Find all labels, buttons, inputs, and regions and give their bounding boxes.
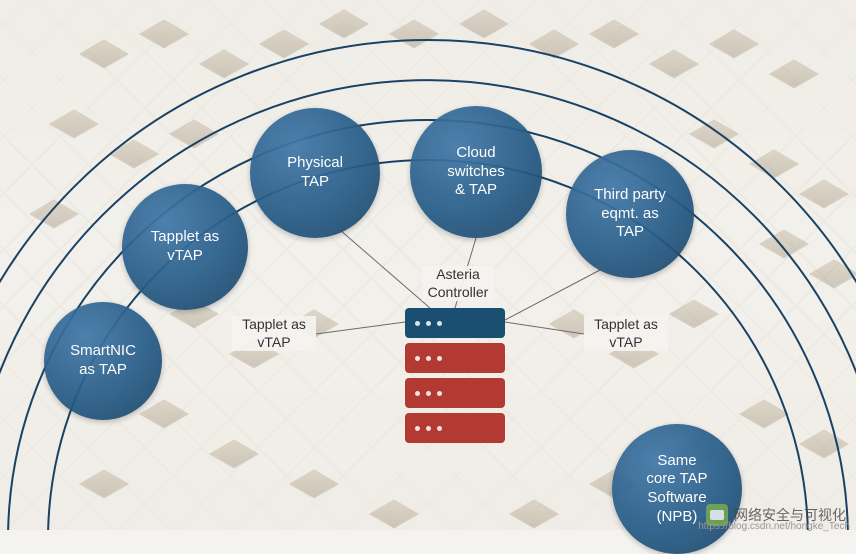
rack-led: [415, 356, 420, 361]
source-url: https://blog.csdn.net/hongke_Tech: [698, 521, 850, 532]
bubble-label: Tapplet as vTAP: [151, 228, 219, 266]
bubble-label: Same core TAP Software (NPB): [646, 452, 707, 527]
bubble-physical: Physical TAP: [250, 108, 380, 238]
rack-led: [437, 356, 442, 361]
bubble-label: Physical TAP: [287, 154, 343, 192]
bubble-label: Cloud switches & TAP: [447, 144, 505, 200]
bubble-cloud: Cloud switches & TAP: [410, 106, 542, 238]
rack-led: [437, 321, 442, 326]
broker-rack: [405, 343, 505, 373]
rack-led: [437, 426, 442, 431]
controller-stack: [405, 308, 505, 443]
bubble-samecore: Same core TAP Software (NPB): [612, 424, 742, 554]
rack-led: [415, 426, 420, 431]
rack-led: [426, 356, 431, 361]
rack-led: [426, 426, 431, 431]
rack-led: [426, 321, 431, 326]
controller-rack: [405, 308, 505, 338]
bubble-smartnic: SmartNIC as TAP: [44, 302, 162, 420]
tag-tapplet-left: Tapplet as vTAP: [232, 316, 316, 351]
bubble-label: SmartNIC as TAP: [70, 342, 136, 380]
rack-led: [415, 391, 420, 396]
rack-led: [437, 391, 442, 396]
bubble-tapplet1: Tapplet as vTAP: [122, 184, 248, 310]
broker-rack: [405, 378, 505, 408]
rack-led: [426, 391, 431, 396]
tag-controller-label: Asteria Controller: [422, 266, 494, 301]
broker-rack: [405, 413, 505, 443]
tag-tapplet-right: Tapplet as vTAP: [584, 316, 668, 351]
rack-led: [415, 321, 420, 326]
bubble-label: Third party eqmt. as TAP: [594, 186, 666, 242]
bubble-thirdparty: Third party eqmt. as TAP: [566, 150, 694, 278]
